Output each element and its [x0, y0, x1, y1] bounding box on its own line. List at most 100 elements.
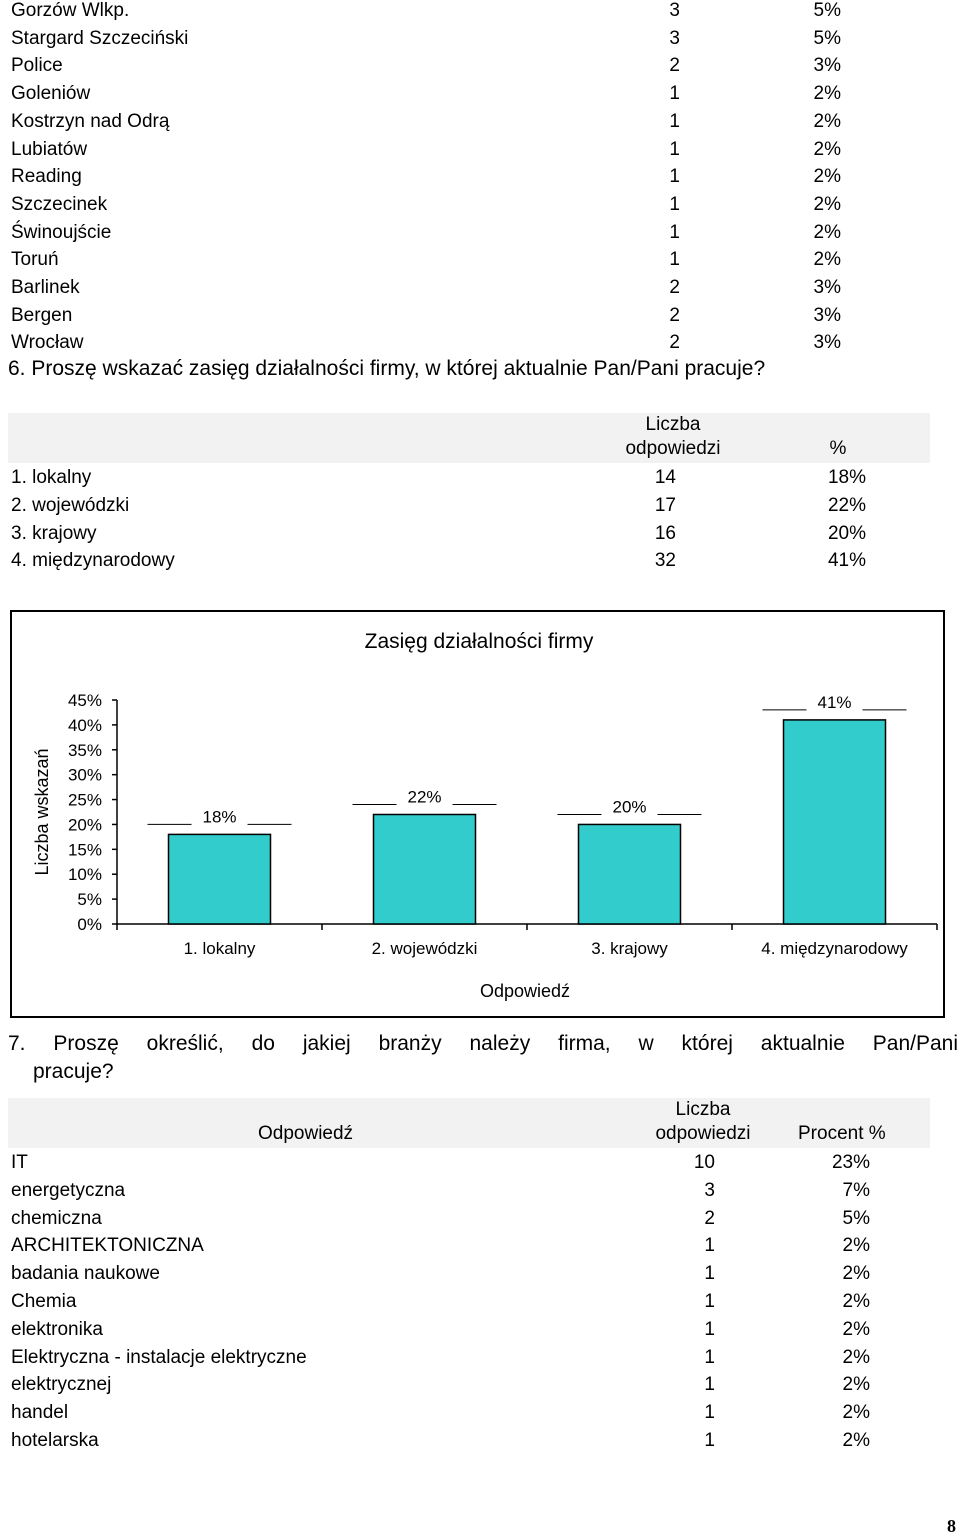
city-name: Reading — [11, 166, 82, 188]
city-pct: 2% — [813, 249, 841, 271]
q6-header-count-line2: odpowiedzi — [625, 438, 721, 459]
q7-label: hotelarska — [11, 1430, 99, 1451]
q6-label: 4. międzynarodowy — [11, 550, 175, 572]
table-row: 2. wojewódzki 17 22% — [0, 492, 960, 520]
q6-count: 14 — [654, 467, 676, 488]
table-row: Goleniów 1 2% — [0, 80, 960, 108]
q6-header-count-line1: Liczba — [645, 414, 701, 435]
city-pct: 5% — [813, 27, 841, 49]
q7-pct: 2% — [842, 1291, 870, 1312]
city-count: 2 — [669, 277, 680, 298]
q7-table-header: Odpowiedź Liczba odpowiedzi Procent % — [8, 1098, 930, 1148]
x-tick-label: 1. lokalny — [184, 939, 256, 958]
table-row: chemiczna 2 5% — [0, 1205, 960, 1233]
page-number: 8 — [947, 1516, 956, 1536]
table-row: elektrycznej 1 2% — [0, 1371, 960, 1399]
q7-pct: 5% — [842, 1207, 870, 1229]
y-tick-label: 25% — [68, 791, 102, 810]
y-tick-label: 40% — [68, 716, 102, 735]
q7-pct: 2% — [842, 1263, 870, 1285]
table-row: Szczecinek 1 2% — [0, 191, 960, 219]
city-pct: 2% — [813, 138, 841, 160]
city-count: 1 — [669, 193, 680, 215]
city-count: 1 — [669, 166, 680, 188]
city-name: Lubiatów — [11, 138, 88, 160]
city-count: 2 — [669, 332, 680, 354]
q6-pct: 41% — [827, 550, 866, 572]
city-name: Szczecinek — [11, 193, 108, 215]
x-tick-label: 4. międzynarodowy — [761, 939, 908, 958]
city-name: Barlinek — [11, 277, 80, 298]
table-row: Wrocław 2 3% — [0, 329, 960, 357]
q6-pct: 20% — [827, 522, 866, 544]
city-pct: 2% — [813, 221, 841, 243]
table-row: elektronika 1 2% — [0, 1316, 960, 1344]
table-row: badania naukowe 1 2% — [0, 1260, 960, 1288]
y-tick-label: 0% — [77, 915, 102, 934]
city-pct: 3% — [813, 277, 841, 298]
x-tick-label: 2. wojewódzki — [372, 939, 478, 958]
q6-header-pct: % — [829, 438, 847, 459]
city-pct: 2% — [813, 83, 841, 105]
question-7-line1: 7. Proszę określić, do jakiej branży nal… — [8, 1032, 958, 1055]
table-row: Gorzów Wlkp. 3 5% — [0, 0, 960, 25]
question-7-line2: pracuje? — [33, 1060, 114, 1083]
q6-table-header: Liczba odpowiedzi % — [8, 413, 930, 463]
city-name: Police — [11, 55, 63, 77]
table-row: Kostrzyn nad Odrą 1 2% — [0, 108, 960, 136]
city-count: 1 — [669, 249, 680, 271]
city-count: 3 — [669, 27, 680, 49]
data-label: 18% — [202, 807, 236, 826]
y-tick-label: 15% — [68, 840, 102, 859]
q7-label: handel — [11, 1402, 69, 1424]
q7-count: 2 — [704, 1207, 715, 1229]
y-tick-label: 35% — [68, 741, 102, 760]
q7-pct: 2% — [842, 1235, 870, 1257]
q7-count: 1 — [704, 1430, 715, 1451]
city-pct: 2% — [813, 193, 841, 215]
city-pct: 5% — [813, 0, 841, 21]
x-axis-label: Odpowiedź — [480, 981, 570, 1001]
q6-label: 3. krajowy — [11, 522, 97, 544]
q6-pct: 18% — [827, 467, 866, 488]
q7-label: ARCHITEKTONICZNA — [11, 1235, 204, 1257]
y-tick-label: 5% — [77, 890, 102, 909]
table-row: Police 2 3% — [0, 52, 960, 80]
q7-pct: 2% — [842, 1402, 870, 1424]
q7-pct: 23% — [831, 1152, 870, 1173]
city-count: 1 — [669, 83, 680, 105]
city-name: Bergen — [11, 304, 73, 326]
city-name: Wrocław — [11, 332, 84, 354]
q7-label: Elektryczna - instalacje elektryczne — [11, 1346, 307, 1368]
q7-header-count-line2: odpowiedzi — [655, 1123, 751, 1144]
q6-count: 32 — [654, 550, 676, 572]
table-row: energetyczna 3 7% — [0, 1177, 960, 1205]
table-row: IT 10 23% — [0, 1149, 960, 1177]
q7-pct: 2% — [842, 1374, 870, 1396]
city-pct: 3% — [813, 55, 841, 77]
q7-count: 1 — [704, 1235, 715, 1257]
table-row: Lubiatów 1 2% — [0, 136, 960, 164]
city-name: Goleniów — [11, 83, 91, 105]
bar — [372, 813, 477, 925]
city-pct: 2% — [813, 166, 841, 188]
data-label: 22% — [407, 787, 441, 806]
q7-label: energetyczna — [11, 1179, 126, 1201]
q7-count: 3 — [704, 1179, 715, 1201]
q7-count: 1 — [704, 1291, 715, 1312]
q7-label: elektronika — [11, 1318, 103, 1340]
table-row: hotelarska 1 2% — [0, 1427, 960, 1455]
city-pct: 3% — [813, 332, 841, 354]
table-row: 1. lokalny 14 18% — [0, 464, 960, 492]
city-name: Gorzów Wlkp. — [11, 0, 130, 21]
table-row: Barlinek 2 3% — [0, 274, 960, 302]
q6-label: 2. wojewódzki — [11, 494, 130, 516]
q7-count: 1 — [704, 1318, 715, 1340]
q6-label: 1. lokalny — [11, 467, 92, 488]
table-row: handel 1 2% — [0, 1399, 960, 1427]
q7-pct: 2% — [842, 1318, 870, 1340]
bar — [577, 823, 682, 925]
q7-count: 1 — [704, 1263, 715, 1285]
chart-title: Zasięg działalności firmy — [365, 630, 594, 653]
city-pct: 3% — [813, 304, 841, 326]
